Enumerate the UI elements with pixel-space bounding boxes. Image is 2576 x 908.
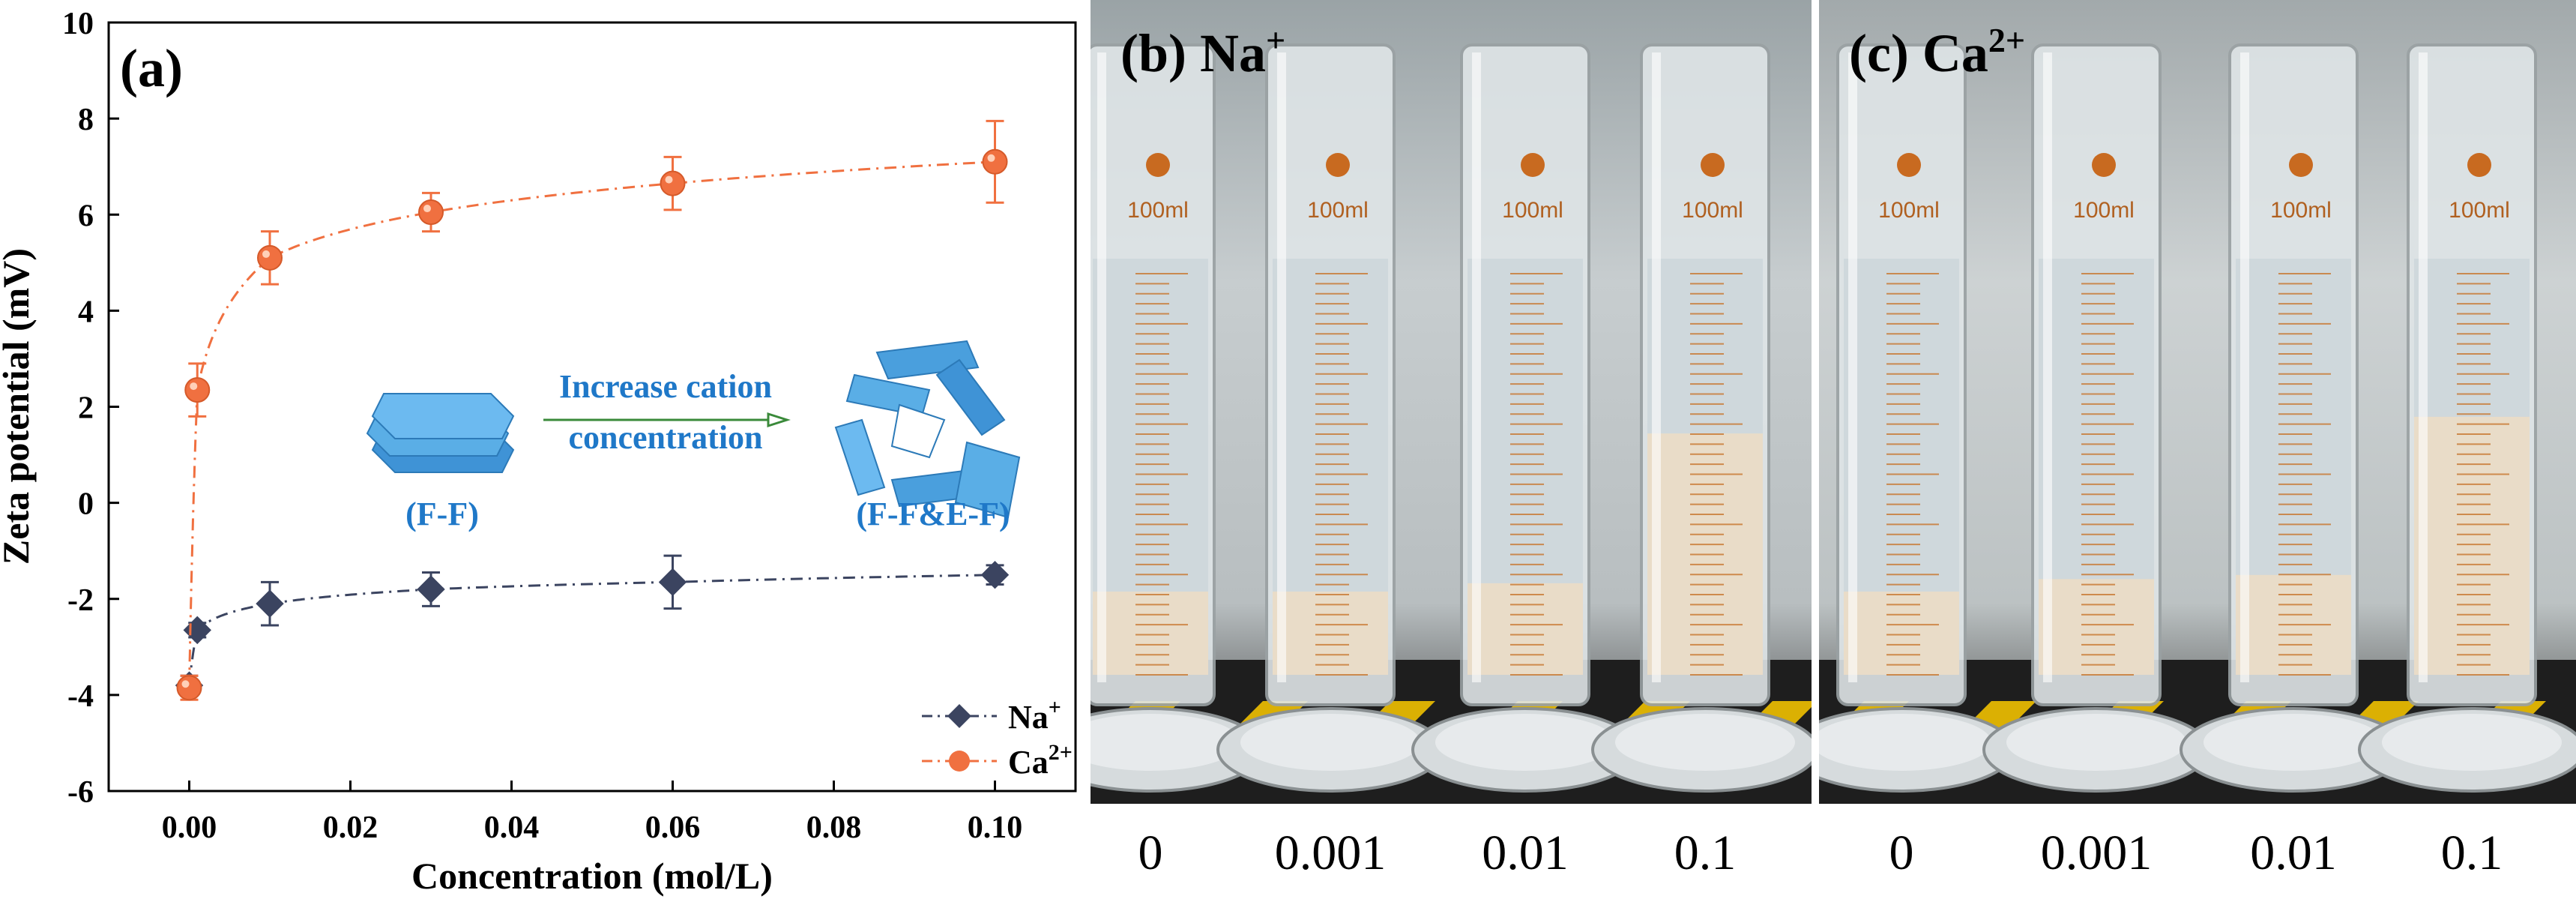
cylinder-capacity-label: 100ml <box>2270 198 2332 223</box>
inset-right-label: (F-F&E-F) <box>856 496 1010 532</box>
graduated-cylinder: 100ml <box>2180 43 2407 793</box>
data-point-diamond <box>417 575 445 604</box>
x-axis-label: Concentration (mol/L) <box>411 855 773 897</box>
conc-label: 0.1 <box>2440 826 2503 880</box>
arrow-head-icon <box>767 412 791 428</box>
cylinder-capacity-label: 100ml <box>1127 198 1189 223</box>
inset-arrow-text-line2: concentration <box>568 419 762 456</box>
data-point-circle <box>660 170 686 196</box>
legend-label: Ca2+ <box>1008 740 1073 781</box>
legend-marker-circle <box>949 751 970 772</box>
panel-tag-c: (c) Ca2+ <box>1849 21 2025 83</box>
x-tick-labels: 0.00 0.02 0.04 0.06 0.08 0.10 <box>162 811 1023 845</box>
zeta-potential-chart: -6 -4 -2 0 2 4 6 8 10 0.00 0.02 0.04 0.06 0.08 0.10 C… <box>0 7 1077 897</box>
conc-label: 0.01 <box>1482 826 1569 880</box>
x-tick-label: 0.10 <box>968 811 1023 845</box>
y-tick-label: 8 <box>78 103 94 137</box>
cylinder-capacity-label: 100ml <box>2449 198 2510 223</box>
data-point-diamond <box>256 589 284 618</box>
cylinders-photo-na: 100ml 100ml 100ml 100ml (b) Na+ <box>1091 0 1812 804</box>
x-tick-label: 0.08 <box>806 811 862 845</box>
x-tick-label: 0.02 <box>323 811 378 845</box>
data-point-diamond <box>658 568 687 597</box>
plot-frame <box>107 21 1077 793</box>
y-tick-label: 2 <box>78 391 94 426</box>
data-point-highlight <box>262 250 270 258</box>
conc-label: 0.001 <box>1274 826 1387 880</box>
data-point-circle <box>418 199 444 226</box>
x-tick-label: 0.06 <box>645 811 701 845</box>
graduated-cylinder: 100ml <box>1591 43 1812 793</box>
conc-label: 0 <box>1138 826 1163 880</box>
y-tick-label: 0 <box>78 487 94 522</box>
inset-left-label: (F-F) <box>405 496 479 532</box>
y-tick-label: -4 <box>67 679 94 714</box>
series-line-0 <box>188 574 995 686</box>
x-tick-label: 0.04 <box>484 811 540 845</box>
data-point-circle <box>176 675 202 701</box>
data-point-highlight <box>665 175 673 184</box>
cylinder-capacity-label: 100ml <box>2073 198 2135 223</box>
graduated-cylinder: 100ml <box>1982 43 2210 793</box>
y-axis-label: Zeta potential (mV) <box>0 248 37 565</box>
aggregation-inset: Increase cation concentration (F-F) (F-F… <box>366 340 1021 532</box>
y-tick-labels: -6 -4 -2 0 2 4 6 8 10 <box>62 7 94 810</box>
inset-arrow-text-line1: Increase cation <box>559 368 772 405</box>
data-point-circle <box>184 377 211 403</box>
y-tick-label: -6 <box>67 775 94 810</box>
data-point-highlight <box>423 205 431 213</box>
graduated-cylinder: 100ml <box>1091 43 1264 793</box>
legend-marker-diamond <box>947 704 971 728</box>
axis-ticks <box>109 21 996 793</box>
graduated-cylinder: 100ml <box>2358 43 2576 793</box>
graduated-cylinder: 100ml <box>1411 43 1639 793</box>
conc-label: 0.1 <box>1674 826 1737 880</box>
conc-label: 0.01 <box>2250 826 2337 880</box>
series-layer <box>175 119 1010 701</box>
cylinders-photo-ca: 100ml 100ml 100ml 100ml (c) Ca2+ <box>1819 0 2576 804</box>
conc-label: 0.001 <box>2040 826 2153 880</box>
data-point-highlight <box>987 154 995 162</box>
cylinder-capacity-label: 100ml <box>1878 198 1940 223</box>
legend: Na+Ca2+ <box>922 695 1073 781</box>
data-point-highlight <box>190 382 198 391</box>
photo-panel-ca: 100ml 100ml 100ml 100ml (c) Ca2+ <box>1819 0 2576 804</box>
cylinder-row-ca: 100ml 100ml 100ml 100ml <box>1819 43 2576 793</box>
y-tick-label: 4 <box>78 295 94 329</box>
conc-label: 0 <box>1889 826 1914 880</box>
y-tick-label: 10 <box>62 7 94 41</box>
edge-face-aggregate-icon <box>834 340 1021 519</box>
data-point-circle <box>982 148 1008 175</box>
legend-label: Na+ <box>1008 695 1061 736</box>
data-point-highlight <box>181 680 190 688</box>
y-tick-label: 6 <box>78 199 94 233</box>
cylinder-capacity-label: 100ml <box>1502 198 1563 223</box>
graduated-cylinder: 100ml <box>1216 43 1444 793</box>
photo-panel-na: 100ml 100ml 100ml 100ml (b) Na+ <box>1091 0 1812 804</box>
panel-label-a: (a) <box>120 38 183 98</box>
face-face-sheets-icon <box>366 393 515 473</box>
data-point-diamond <box>980 561 1010 589</box>
y-tick-label: -2 <box>67 583 94 618</box>
cylinder-capacity-label: 100ml <box>1682 198 1743 223</box>
graduated-cylinder: 100ml <box>1819 43 2015 793</box>
data-point-diamond <box>183 616 211 645</box>
cylinder-capacity-label: 100ml <box>1307 198 1369 223</box>
cylinder-row-na: 100ml 100ml 100ml 100ml <box>1091 43 1812 793</box>
data-point-circle <box>257 244 283 271</box>
x-tick-label: 0.00 <box>162 811 217 845</box>
panel-tag-b: (b) Na+ <box>1120 21 1285 83</box>
